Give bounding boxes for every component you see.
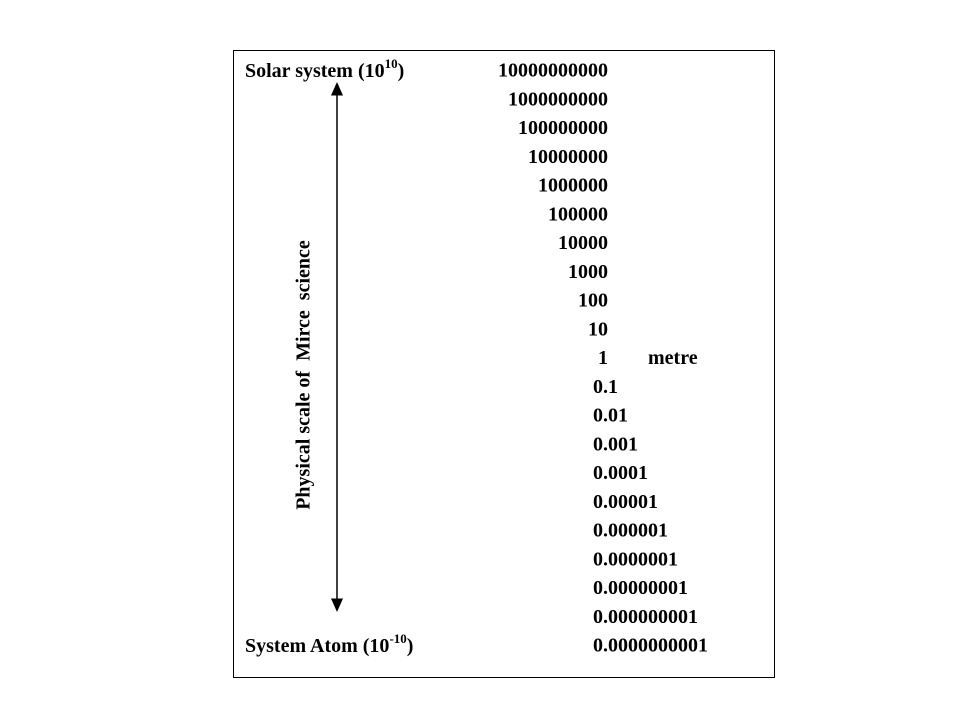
scale-value: 0.1 xyxy=(593,376,618,398)
scale-value: 0.0000001 xyxy=(593,548,678,570)
scale-value: 100000 xyxy=(548,203,608,225)
scale-value: 10000000000 xyxy=(498,60,608,82)
unit-label: metre xyxy=(648,347,698,369)
scale-value: 0.000001 xyxy=(593,520,668,542)
scale-value: 100000000 xyxy=(518,117,608,139)
scale-value: 1000000 xyxy=(538,175,608,197)
scale-value: 0.001 xyxy=(593,433,638,455)
scale-value: 1000000000 xyxy=(508,88,608,110)
scale-value: 1000 xyxy=(568,261,608,283)
scale-value: 10 xyxy=(588,318,608,340)
scale-value: 10000000 xyxy=(528,146,608,168)
scale-value: 0.00001 xyxy=(593,491,658,513)
scale-value: 1 xyxy=(598,347,608,369)
scale-value: 10000 xyxy=(558,232,608,254)
bottom-label: System Atom (10-10) xyxy=(245,631,413,657)
scale-value: 100 xyxy=(578,290,608,312)
scale-value: 0.000000001 xyxy=(593,606,698,628)
axis-label: Physical scale of Mirce science xyxy=(293,240,315,510)
scale-value: 0.01 xyxy=(593,405,628,427)
scale-value: 0.00000001 xyxy=(593,577,688,599)
scale-value: 0.0001 xyxy=(593,462,648,484)
scale-rows: 1000000000010000000001000000001000000010… xyxy=(498,60,708,657)
scale-value: 0.0000000001 xyxy=(593,635,708,657)
top-label: Solar system (1010) xyxy=(245,56,404,82)
frame xyxy=(233,50,775,678)
